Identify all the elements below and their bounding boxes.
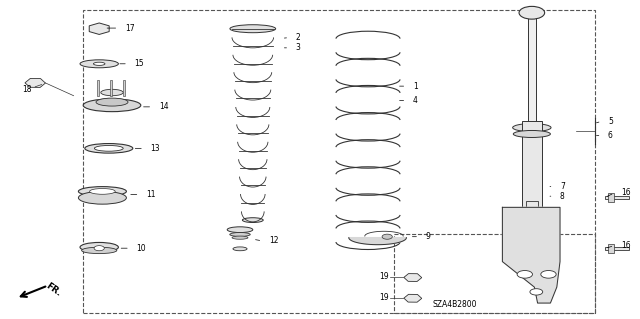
- Text: 18: 18: [22, 85, 32, 94]
- Bar: [605, 247, 629, 250]
- Text: 4: 4: [413, 96, 418, 105]
- Ellipse shape: [80, 60, 118, 68]
- Circle shape: [382, 234, 392, 239]
- Text: 15: 15: [134, 59, 144, 68]
- Ellipse shape: [513, 130, 550, 137]
- Text: 9: 9: [426, 232, 431, 241]
- Ellipse shape: [101, 89, 123, 96]
- Text: 13: 13: [150, 144, 160, 153]
- Bar: [522, 121, 542, 207]
- Circle shape: [94, 246, 104, 251]
- Polygon shape: [502, 207, 560, 303]
- Text: 8: 8: [560, 192, 564, 201]
- Text: 16: 16: [621, 189, 630, 197]
- Text: 16: 16: [621, 241, 630, 250]
- Circle shape: [517, 271, 532, 278]
- Ellipse shape: [227, 227, 253, 233]
- Ellipse shape: [232, 236, 248, 239]
- Ellipse shape: [79, 191, 127, 204]
- Bar: [605, 196, 629, 199]
- Ellipse shape: [243, 218, 263, 223]
- Text: FR.: FR.: [44, 281, 62, 298]
- Bar: [110, 80, 112, 96]
- Ellipse shape: [90, 189, 115, 194]
- Ellipse shape: [93, 62, 105, 65]
- Ellipse shape: [96, 98, 128, 106]
- Text: 11: 11: [146, 190, 156, 199]
- Text: 2: 2: [296, 33, 300, 42]
- Ellipse shape: [233, 247, 247, 251]
- Text: 1: 1: [413, 82, 417, 91]
- Text: 14: 14: [159, 102, 168, 111]
- Ellipse shape: [513, 123, 551, 132]
- Bar: [608, 244, 614, 253]
- Text: SZA4B2800: SZA4B2800: [432, 300, 477, 309]
- Bar: [526, 201, 538, 223]
- Ellipse shape: [519, 6, 545, 19]
- Circle shape: [541, 271, 556, 278]
- Ellipse shape: [85, 144, 133, 153]
- Ellipse shape: [80, 242, 118, 252]
- Text: 10: 10: [136, 244, 146, 253]
- Text: 3: 3: [296, 43, 301, 52]
- Ellipse shape: [83, 99, 141, 112]
- Bar: [608, 193, 614, 202]
- Bar: [97, 80, 99, 96]
- Text: 19: 19: [380, 293, 389, 302]
- Text: 7: 7: [560, 182, 565, 191]
- Polygon shape: [349, 238, 406, 245]
- Bar: [528, 10, 536, 128]
- Bar: [123, 80, 125, 96]
- Text: 17: 17: [125, 24, 134, 33]
- Text: 12: 12: [269, 236, 278, 245]
- Ellipse shape: [82, 247, 117, 254]
- Text: 6: 6: [608, 131, 613, 140]
- Text: 5: 5: [608, 117, 613, 126]
- Ellipse shape: [230, 233, 250, 236]
- Ellipse shape: [79, 187, 127, 196]
- Circle shape: [530, 289, 543, 295]
- Ellipse shape: [95, 145, 124, 151]
- Ellipse shape: [230, 25, 276, 33]
- Text: 19: 19: [380, 272, 389, 281]
